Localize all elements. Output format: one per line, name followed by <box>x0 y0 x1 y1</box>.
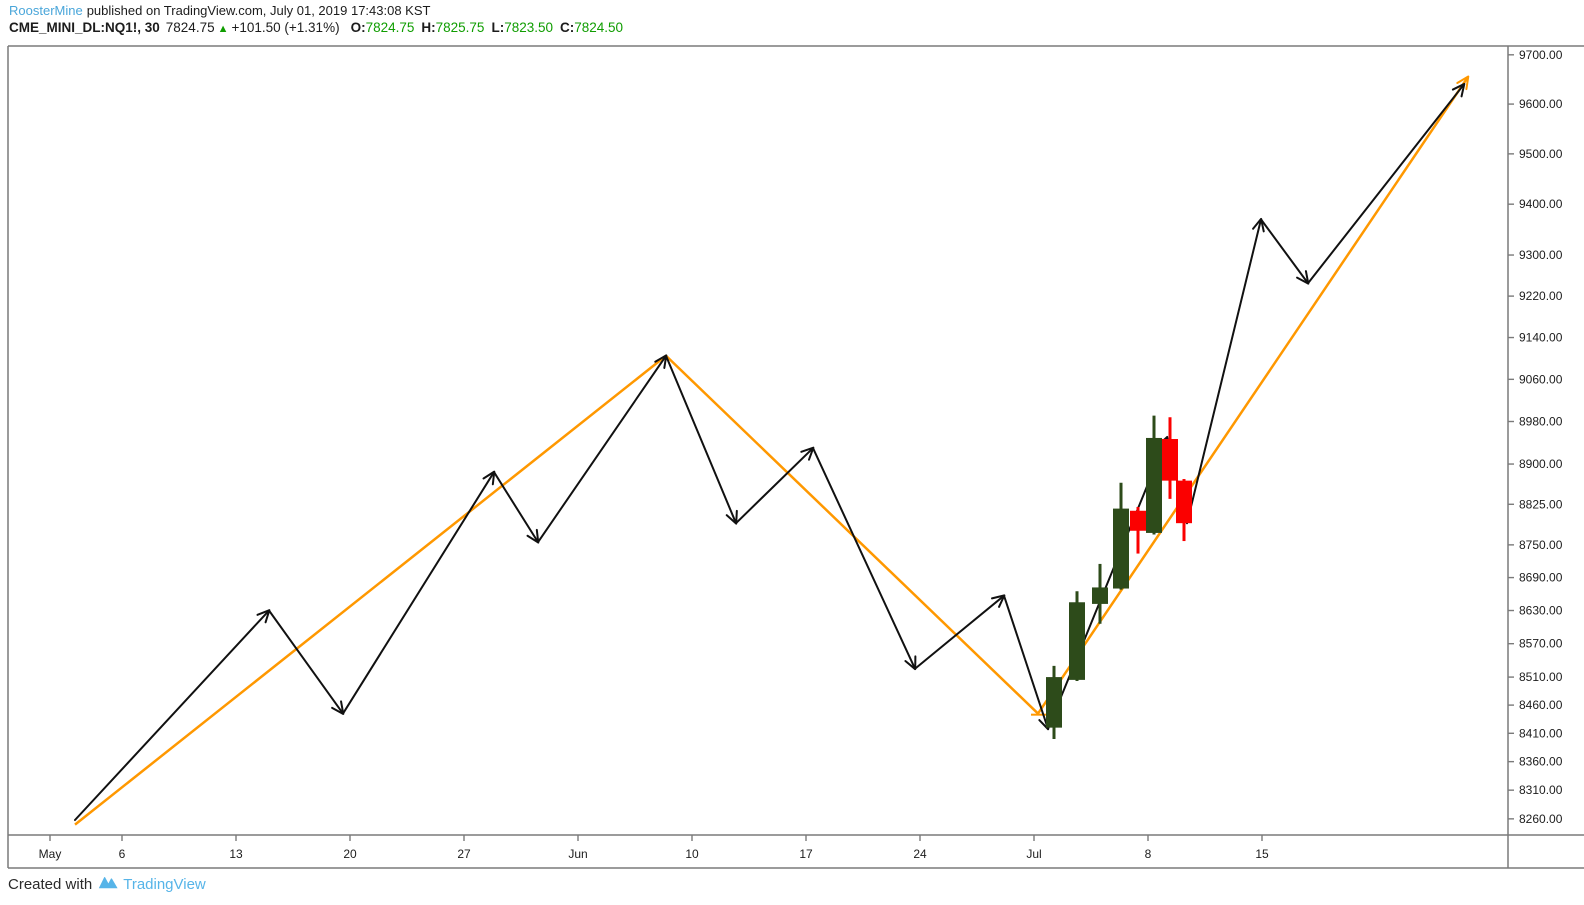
last-price: 7824.75 <box>165 20 215 35</box>
svg-text:8825.00: 8825.00 <box>1519 497 1563 511</box>
zigzag-drawing[interactable] <box>74 82 1466 822</box>
byline: RoosterMine published on TradingView.com,… <box>9 3 430 18</box>
svg-text:27: 27 <box>457 847 471 861</box>
svg-text:9500.00: 9500.00 <box>1519 147 1563 161</box>
low-label: L: <box>491 20 505 35</box>
candles-series[interactable] <box>1046 415 1192 739</box>
svg-text:10: 10 <box>685 847 699 861</box>
svg-text:9060.00: 9060.00 <box>1519 372 1563 386</box>
candle-up <box>1092 563 1108 624</box>
tradingview-logo-icon[interactable] <box>98 874 119 894</box>
svg-text:17: 17 <box>799 847 813 861</box>
svg-text:6: 6 <box>119 847 126 861</box>
svg-text:8510.00: 8510.00 <box>1519 670 1563 684</box>
price-change: +101.50 (+1.31%) <box>231 20 340 35</box>
svg-text:9600.00: 9600.00 <box>1519 97 1563 111</box>
candle-up <box>1069 591 1085 682</box>
svg-text:13: 13 <box>229 847 243 861</box>
svg-text:8410.00: 8410.00 <box>1519 726 1563 740</box>
svg-text:8980.00: 8980.00 <box>1519 415 1563 429</box>
svg-text:9700.00: 9700.00 <box>1519 48 1563 62</box>
svg-text:8360.00: 8360.00 <box>1519 755 1563 769</box>
svg-text:8750.00: 8750.00 <box>1519 538 1563 552</box>
tradingview-brand[interactable]: TradingView <box>123 875 206 893</box>
svg-text:9400.00: 9400.00 <box>1519 197 1563 211</box>
svg-text:8630.00: 8630.00 <box>1519 604 1563 618</box>
up-triangle-icon: ▲ <box>217 23 229 35</box>
candle-up <box>1046 665 1062 739</box>
svg-text:8260.00: 8260.00 <box>1519 812 1563 826</box>
open-label: O: <box>350 20 366 35</box>
svg-text:8900.00: 8900.00 <box>1519 457 1563 471</box>
x-axis[interactable]: May 6 13 20 27 Jun 10 17 24 Jul 8 15 <box>39 835 1269 861</box>
created-with-text: Created with <box>8 875 93 893</box>
candle-down <box>1130 506 1146 554</box>
svg-text:8310.00: 8310.00 <box>1519 783 1563 797</box>
byline-text: published on TradingView.com, July 01, 2… <box>86 3 431 18</box>
candle-up <box>1146 415 1162 535</box>
svg-text:8690.00: 8690.00 <box>1519 571 1563 585</box>
svg-text:May: May <box>39 847 62 861</box>
footer: Created with TradingView <box>8 874 206 894</box>
author-name[interactable]: RoosterMine <box>9 3 83 18</box>
high-value: 7825.75 <box>435 20 485 35</box>
svg-text:8460.00: 8460.00 <box>1519 698 1563 712</box>
symbol-line: CME_MINI_DL:NQ1!, 30 7824.75 ▲ +101.50 (+1.… <box>9 20 623 37</box>
trendline-drawing[interactable] <box>74 75 1470 826</box>
svg-text:24: 24 <box>913 847 927 861</box>
svg-text:Jun: Jun <box>568 847 587 861</box>
svg-text:8: 8 <box>1145 847 1152 861</box>
y-axis[interactable]: 9700.00 9600.00 9500.00 9400.00 9300.00 9220.… <box>1508 48 1563 826</box>
svg-text:9140.00: 9140.00 <box>1519 331 1563 345</box>
svg-text:Jul: Jul <box>1026 847 1041 861</box>
high-label: H: <box>421 20 436 35</box>
svg-text:20: 20 <box>343 847 357 861</box>
candle-up <box>1113 482 1129 590</box>
svg-text:8570.00: 8570.00 <box>1519 637 1563 651</box>
plot-border <box>7 45 1584 869</box>
svg-text:15: 15 <box>1255 847 1269 861</box>
open-value: 7824.75 <box>365 20 415 35</box>
symbol-title[interactable]: CME_MINI_DL:NQ1!, 30 <box>9 20 160 35</box>
close-value: 7824.50 <box>574 20 624 35</box>
candle-down <box>1176 479 1192 542</box>
svg-text:9300.00: 9300.00 <box>1519 248 1563 262</box>
svg-text:9220.00: 9220.00 <box>1519 289 1563 303</box>
close-label: C: <box>560 20 575 35</box>
low-value: 7823.50 <box>504 20 554 35</box>
candle-down <box>1162 417 1178 499</box>
